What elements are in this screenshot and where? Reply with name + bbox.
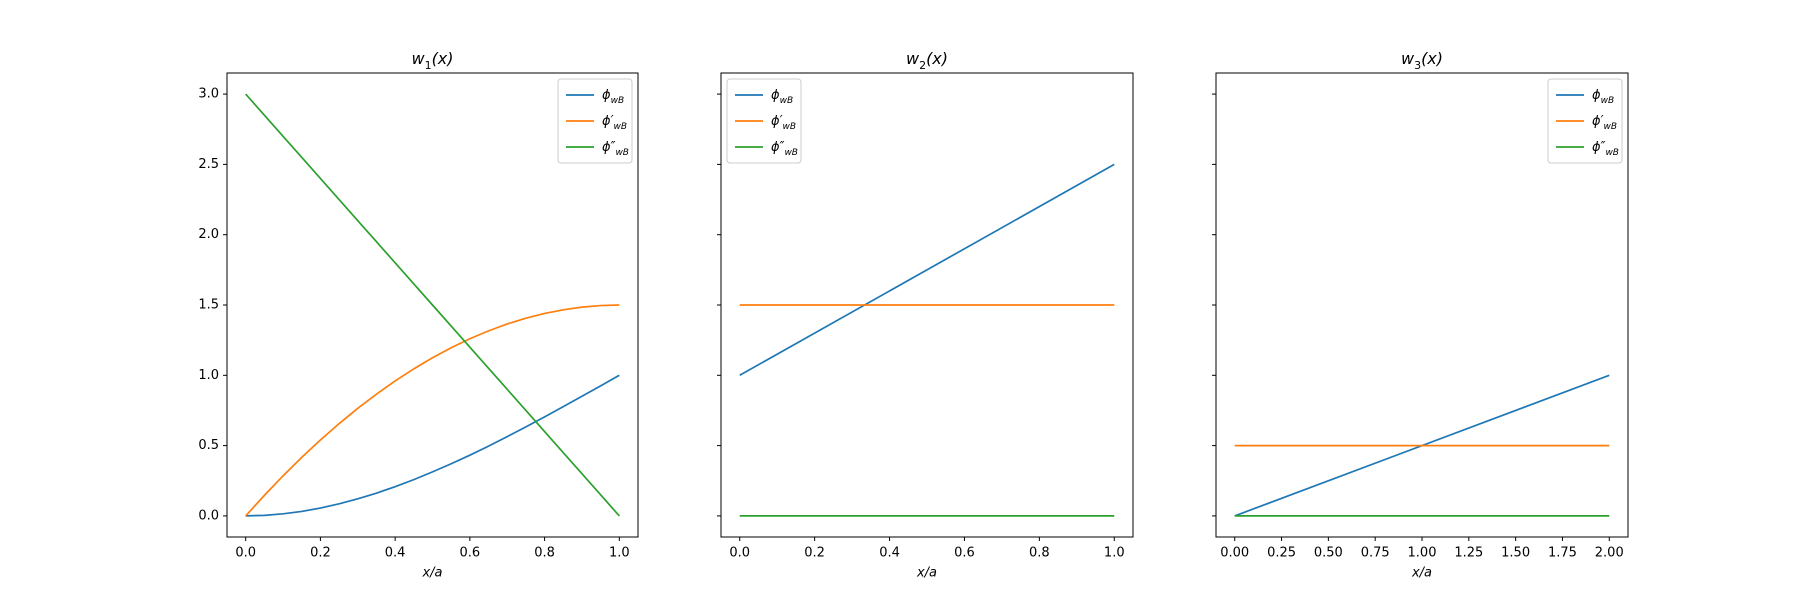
x-tick-label: 1.0	[1104, 546, 1125, 561]
x-tick-label: 1.00	[1408, 546, 1437, 561]
series-line	[245, 374, 620, 517]
title-tail: (x)	[1421, 49, 1443, 68]
legend-subscript: wB	[1601, 96, 1615, 106]
x-axis-label: x/a	[421, 566, 442, 581]
title-subscript: 1	[425, 59, 432, 72]
series-line	[245, 93, 620, 517]
x-tick-label: 0.0	[729, 546, 750, 561]
legend-name: ϕ′	[771, 114, 783, 129]
legend-subscript: wB	[611, 96, 625, 106]
x-tick-label: 0.00	[1220, 546, 1249, 561]
subplot-title: w3(x)	[1401, 49, 1443, 72]
x-tick-label: 0.2	[804, 546, 825, 561]
x-tick-label: 1.75	[1548, 546, 1577, 561]
legend-box	[1547, 78, 1623, 164]
title-symbol: w	[1401, 49, 1415, 68]
x-tick-label: 0.75	[1361, 546, 1390, 561]
legend-name: ϕ′	[1592, 114, 1604, 129]
legend-subscript: wB	[1604, 122, 1618, 132]
y-tick-label: 2.0	[198, 227, 219, 242]
legend-subscript: wB	[614, 122, 628, 132]
title-symbol: w	[906, 49, 920, 68]
title-subscript: 3	[1414, 59, 1421, 72]
x-tick-label: 1.50	[1501, 546, 1530, 561]
x-tick-label: 0.25	[1267, 546, 1296, 561]
x-tick-label: 1.25	[1454, 546, 1483, 561]
y-tick-label: 2.5	[198, 157, 219, 172]
x-tick-label: 0.6	[460, 546, 481, 561]
legend-subscript: wB	[783, 122, 797, 132]
legend-label: ϕwB	[771, 88, 793, 106]
legend-subscript: wB	[1605, 148, 1619, 158]
legend-label: ϕwB	[1592, 88, 1614, 106]
x-tick-label: 0.8	[534, 546, 555, 561]
legend-label: ϕwB	[602, 88, 624, 106]
subplot: 0.0 0.2 0.4 0.6 0.8 1.0 0.0 0.5 1.0 1.5 2.0 2.5 3.0 w…	[198, 49, 639, 581]
legend-name: ϕ	[1592, 88, 1601, 103]
x-axis-label: x/a	[1411, 566, 1432, 581]
subplot-title: w2(x)	[906, 49, 948, 72]
legend-label: ϕ′wB	[602, 114, 627, 132]
y-tick-label: 3.0	[198, 87, 219, 102]
subplot: 0.00 0.25 0.50 0.75 1.00 1.25 1.50 1.75 2.00 w3(x…	[1212, 49, 1629, 581]
y-tick-label: 1.5	[198, 298, 219, 313]
title-tail: (x)	[432, 49, 454, 68]
subplot-title: w1(x)	[411, 49, 453, 72]
legend-subscript: wB	[615, 148, 629, 158]
x-tick-label: 0.0	[235, 546, 256, 561]
legend-subscript: wB	[784, 148, 798, 158]
x-tick-label: 0.6	[954, 546, 975, 561]
legend-subscript: wB	[780, 96, 794, 106]
legend-label: ϕ″wB	[1592, 140, 1619, 158]
y-tick-label: 1.0	[198, 368, 219, 383]
legend-box	[726, 78, 802, 164]
title-subscript: 2	[919, 59, 926, 72]
y-tick-label: 0.0	[198, 508, 219, 523]
x-tick-label: 0.2	[310, 546, 331, 561]
series-line	[739, 163, 1115, 377]
x-tick-label: 0.4	[879, 546, 900, 561]
legend-label: ϕ″wB	[771, 140, 798, 158]
legend-label: ϕ′wB	[771, 114, 796, 132]
legend-name: ϕ″	[771, 140, 785, 155]
legend-label: ϕ″wB	[602, 140, 629, 158]
x-tick-label: 2.00	[1595, 546, 1624, 561]
y-tick-label: 0.5	[198, 438, 219, 453]
legend-name: ϕ″	[602, 140, 616, 155]
legend-label: ϕ′wB	[1592, 114, 1617, 132]
legend-name: ϕ″	[1592, 140, 1606, 155]
x-tick-label: 0.4	[385, 546, 406, 561]
x-tick-label: 0.8	[1029, 546, 1050, 561]
title-symbol: w	[411, 49, 425, 68]
title-tail: (x)	[926, 49, 948, 68]
series-line	[245, 304, 620, 517]
legend-box	[557, 78, 633, 164]
x-tick-label: 0.50	[1314, 546, 1343, 561]
legend-name: ϕ	[771, 88, 780, 103]
x-tick-label: 1.0	[609, 546, 630, 561]
legend-name: ϕ′	[602, 114, 614, 129]
x-axis-label: x/a	[916, 566, 937, 581]
legend-name: ϕ	[602, 88, 611, 103]
